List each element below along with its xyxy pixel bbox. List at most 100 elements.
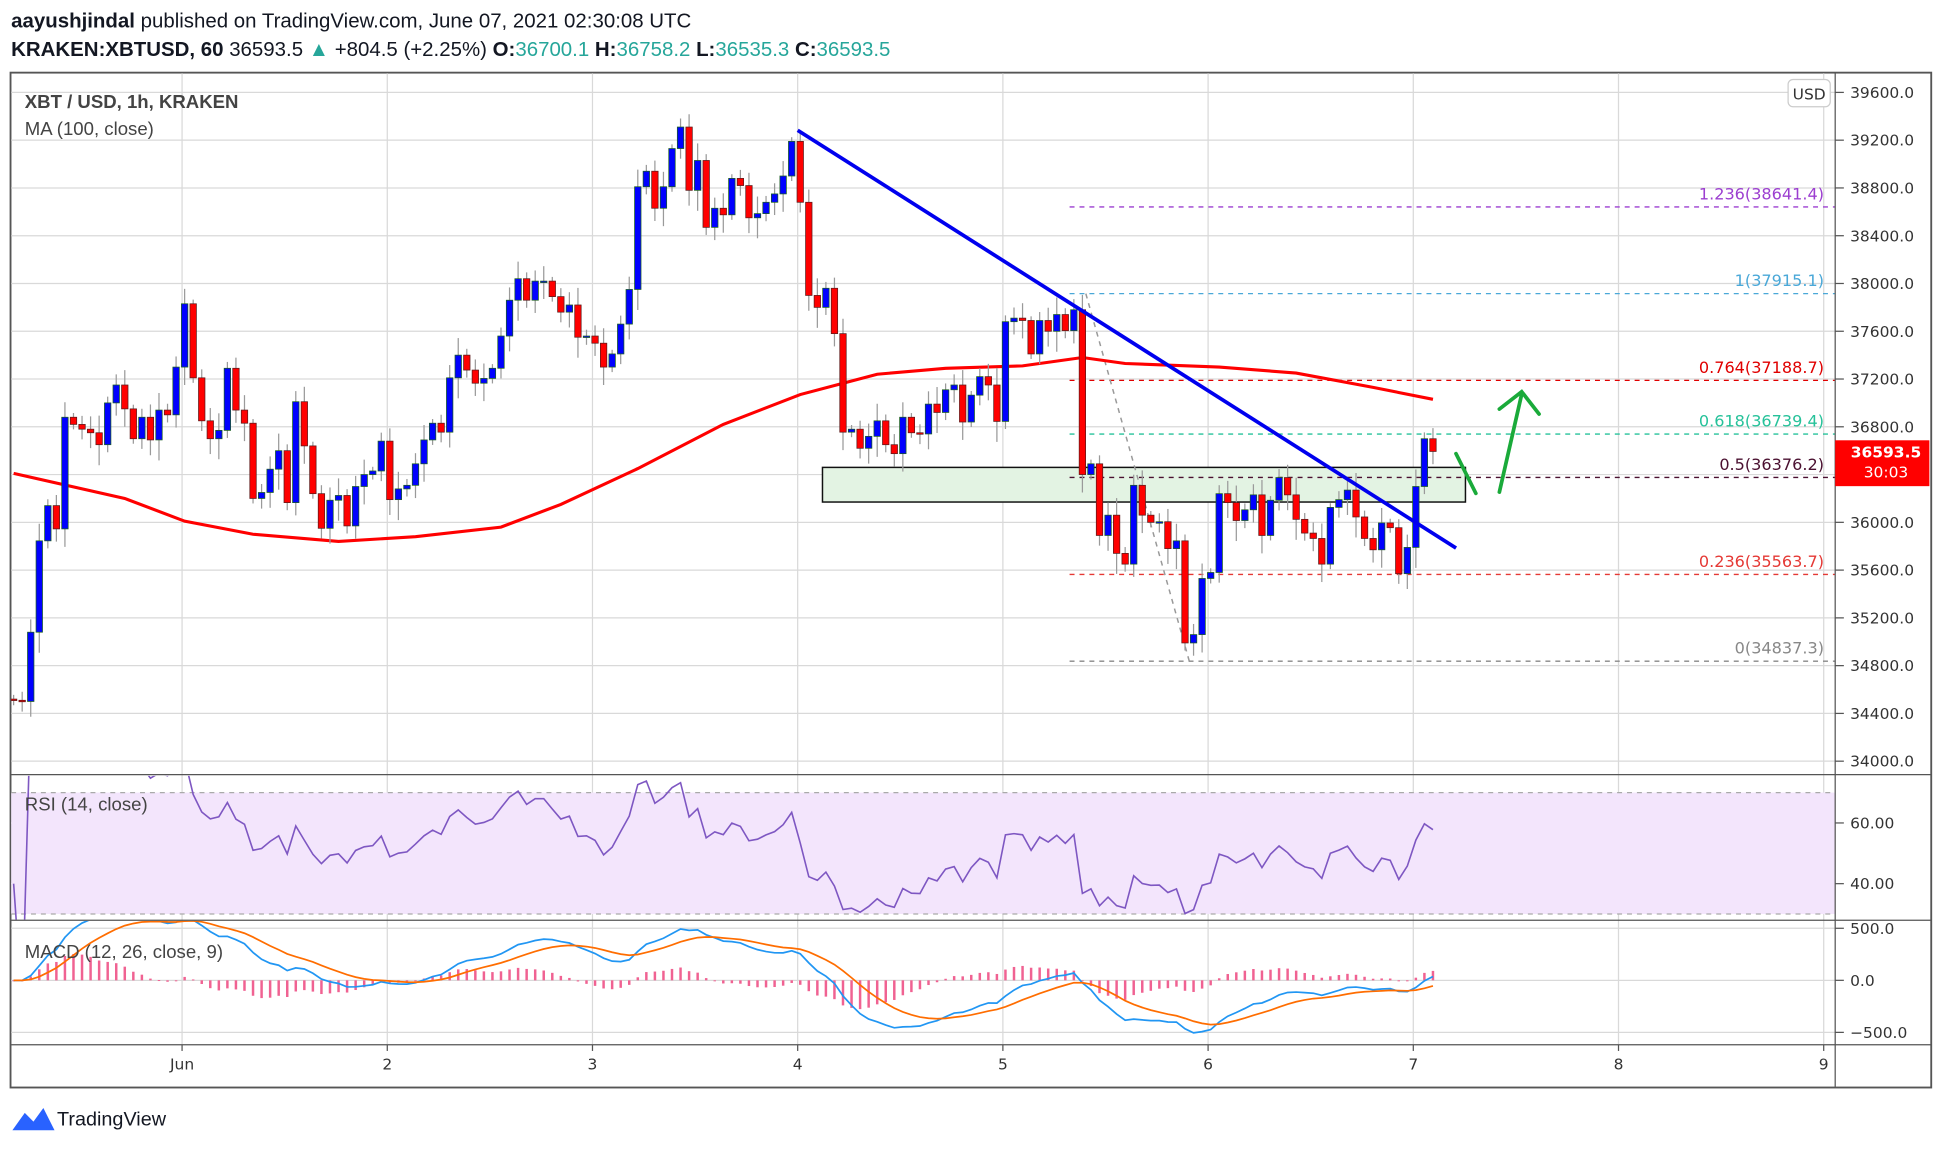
candle-up [1053, 314, 1061, 332]
candle-down [796, 140, 804, 203]
tradingview-logo[interactable]: TradingView [12, 1107, 167, 1130]
candle-down [1301, 518, 1309, 534]
macd-histogram-bar [1141, 980, 1144, 993]
candle-down [1360, 516, 1369, 539]
candle-up [1343, 489, 1352, 501]
green-arrow-annotation[interactable] [1454, 389, 1541, 496]
macd-histogram-bar [294, 980, 298, 992]
ma-legend[interactable]: MA (100, close) [25, 118, 154, 139]
macd-histogram-bar [645, 972, 648, 981]
macd-histogram-bar [1303, 972, 1306, 981]
candle-down [548, 280, 556, 297]
macd-histogram-bar [234, 980, 238, 990]
macd-histogram-bar [1183, 980, 1187, 991]
candle-up [531, 280, 539, 301]
candle-up [711, 207, 719, 228]
candle-down [1395, 527, 1403, 575]
candle-down [52, 505, 60, 530]
macd-histogram-bar [1363, 976, 1366, 981]
candle-up [1010, 317, 1018, 323]
macd-legend[interactable]: MACD (12, 26, close, 9) [25, 941, 223, 962]
candle-down [1224, 493, 1232, 503]
macd-histogram-bar [1046, 968, 1050, 981]
candle-up [753, 213, 762, 219]
ma-100-line [13, 355, 1434, 543]
up-arrow-icon: ▲ [309, 38, 329, 61]
candle-down [11, 698, 18, 701]
candle-up [138, 416, 146, 440]
macd-histogram-bar [730, 980, 734, 984]
macd-histogram-bar [1414, 977, 1418, 981]
time-tick-label: 2 [382, 1056, 392, 1074]
macd-histogram-bar [628, 980, 631, 985]
macd-line [13, 920, 1434, 1034]
candle-down [463, 354, 471, 371]
high-label: H: [595, 38, 617, 61]
fib-trend-line[interactable] [1085, 293, 1190, 662]
macd-histogram-bar [970, 974, 973, 981]
candle-down [882, 420, 890, 446]
time-tick-label: 6 [1203, 1056, 1213, 1074]
fib-level-label: 0.764(37188.7) [1699, 358, 1824, 377]
macd-histogram-bar [474, 970, 477, 981]
rsi-axis[interactable]: 60.00 40.00 [1835, 815, 1894, 894]
candle-up [1275, 477, 1283, 501]
macd-histogram-bar [1354, 974, 1358, 981]
time-tick-label: 9 [1819, 1056, 1829, 1074]
macd-histogram-bar [747, 980, 751, 987]
author-name[interactable]: aayushjindal [11, 9, 135, 32]
candle-down [437, 422, 445, 433]
candle-up [608, 353, 616, 368]
price-tick-label: 39200.0 [1850, 132, 1914, 150]
macd-histogram-bar [123, 966, 127, 981]
price-tick-label: 38000.0 [1850, 275, 1914, 293]
macd-histogram-bar [1106, 980, 1110, 996]
macd-histogram-bar [1226, 974, 1229, 981]
macd-histogram-bar [722, 980, 725, 984]
macd-histogram-bar [268, 980, 272, 998]
macd-histogram-bar [277, 980, 280, 996]
candle-up [771, 193, 779, 203]
bearish-trend-line[interactable] [796, 128, 1458, 550]
candle-up [976, 376, 984, 396]
candle-down [557, 296, 565, 313]
macd-histogram-bar [850, 980, 853, 1008]
macd-histogram-bar [636, 977, 640, 981]
macd-histogram-bar [670, 968, 674, 981]
macd-histogram-bar [987, 972, 990, 981]
candle-up [172, 366, 180, 416]
candle-down [933, 403, 941, 413]
rsi-line [12, 775, 1434, 920]
macd-histogram-bar [97, 960, 101, 981]
macd-axis[interactable]: 500.0 0.0 −500.0 [1835, 920, 1907, 1042]
candle-down [1027, 320, 1035, 355]
macd-histogram-bar [89, 956, 92, 981]
currency-badge[interactable]: USD [1787, 78, 1831, 108]
macd-histogram-bar [799, 980, 802, 985]
macd-histogram-bar [961, 976, 964, 981]
time-axis[interactable]: Jun 2 3 4 5 6 7 8 9 [169, 1044, 1829, 1074]
candle-down [1121, 553, 1129, 565]
price-axis[interactable]: 39600.0 39200.0 38800.0 38400.0 38000.0 37600… [1835, 84, 1914, 771]
candle-down [959, 384, 967, 423]
macd-histogram-bar [593, 980, 597, 986]
price-tick-label: 39600.0 [1850, 84, 1914, 102]
candle-up [1036, 320, 1044, 355]
candle-up [617, 323, 625, 355]
candle-up [446, 377, 454, 433]
fib-retracement[interactable]: 1.236(38641.4) 1(37915.1) 0.764(37188.7) 0.… [1069, 184, 1836, 662]
rsi-legend[interactable]: RSI (14, close) [25, 794, 148, 815]
candle-up [865, 435, 873, 449]
rsi-band-lines [11, 791, 1836, 915]
macd-histogram-bar [1277, 968, 1281, 981]
macd-histogram-bar [448, 972, 451, 981]
macd-histogram-bar [166, 980, 169, 982]
time-tick-label: 5 [998, 1056, 1008, 1074]
candle-down [805, 201, 813, 296]
candle-up [360, 474, 368, 487]
macd-histogram-bar [114, 963, 118, 981]
macd-histogram-bar [542, 970, 545, 981]
macd-histogram-bar [482, 971, 486, 981]
candle-up [659, 186, 668, 209]
